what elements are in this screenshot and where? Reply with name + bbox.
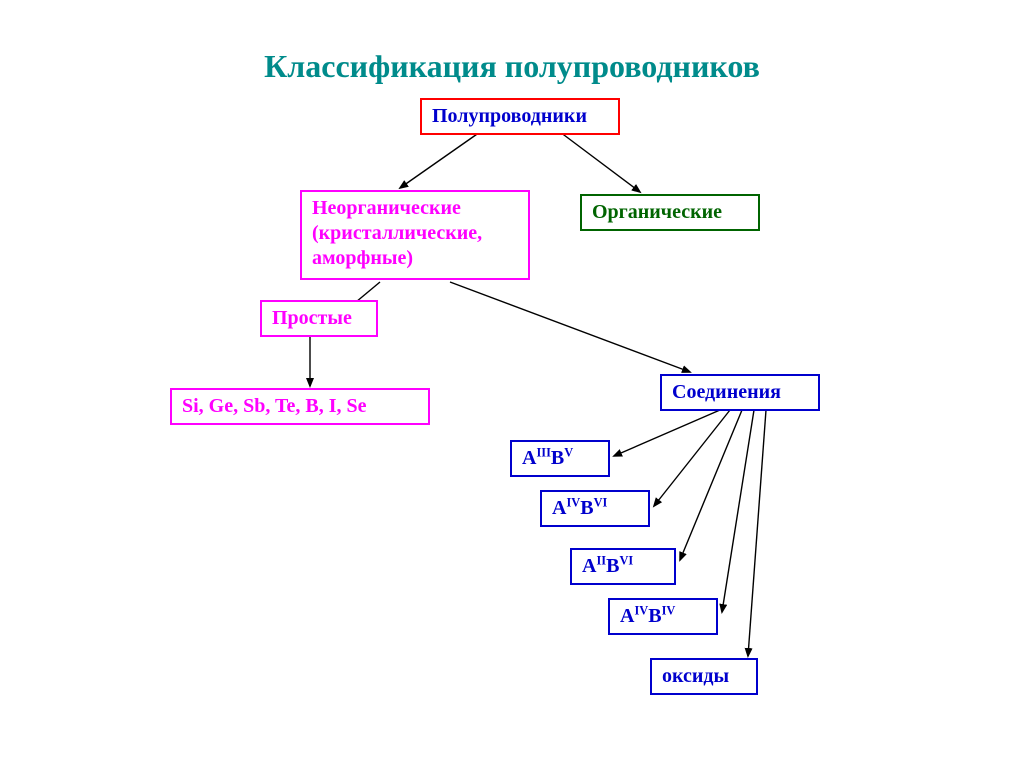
node-elements: Si, Ge, Sb, Te, B, I, Se xyxy=(170,388,430,425)
diagram-title: Классификация полупроводников xyxy=(0,48,1024,85)
node-simple: Простые xyxy=(260,300,378,337)
node-root: Полупроводники xyxy=(420,98,620,135)
node-organic: Органические xyxy=(580,194,760,231)
diagram-canvas: Классификация полупроводников Полупровод… xyxy=(0,0,1024,768)
node-inorganic: Неорганические(кристаллические,аморфные) xyxy=(300,190,530,280)
node-compounds: Соединения xyxy=(660,374,820,411)
node-compound-5: оксиды xyxy=(650,658,758,695)
node-compound-4: AIVBIV xyxy=(608,598,718,635)
node-compound-3: AIIBVI xyxy=(570,548,676,585)
node-compound-1: AIIIBV xyxy=(510,440,610,477)
node-compound-2: AIVBVI xyxy=(540,490,650,527)
